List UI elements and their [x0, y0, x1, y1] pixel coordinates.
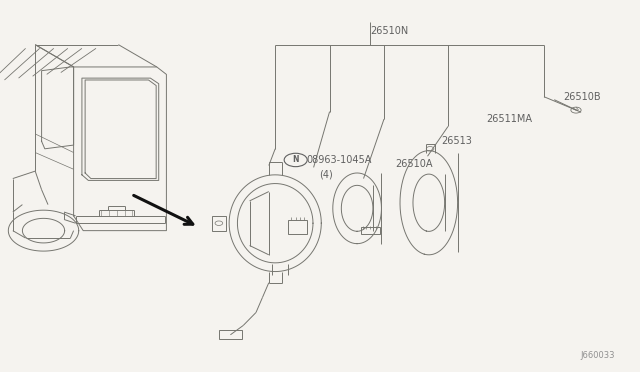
- Text: 26510A: 26510A: [396, 159, 433, 169]
- Text: 26513: 26513: [442, 137, 472, 146]
- Text: 08963-1045A: 08963-1045A: [306, 155, 371, 165]
- Text: 26511MA: 26511MA: [486, 114, 532, 124]
- Text: 26510B: 26510B: [563, 92, 601, 102]
- Text: J660033: J660033: [580, 351, 614, 360]
- Bar: [288, 220, 307, 234]
- Text: (4): (4): [319, 170, 332, 180]
- Bar: [361, 227, 380, 234]
- Bar: [212, 216, 226, 231]
- Text: 26510N: 26510N: [370, 26, 408, 35]
- Bar: [219, 330, 242, 339]
- Text: N: N: [292, 155, 299, 164]
